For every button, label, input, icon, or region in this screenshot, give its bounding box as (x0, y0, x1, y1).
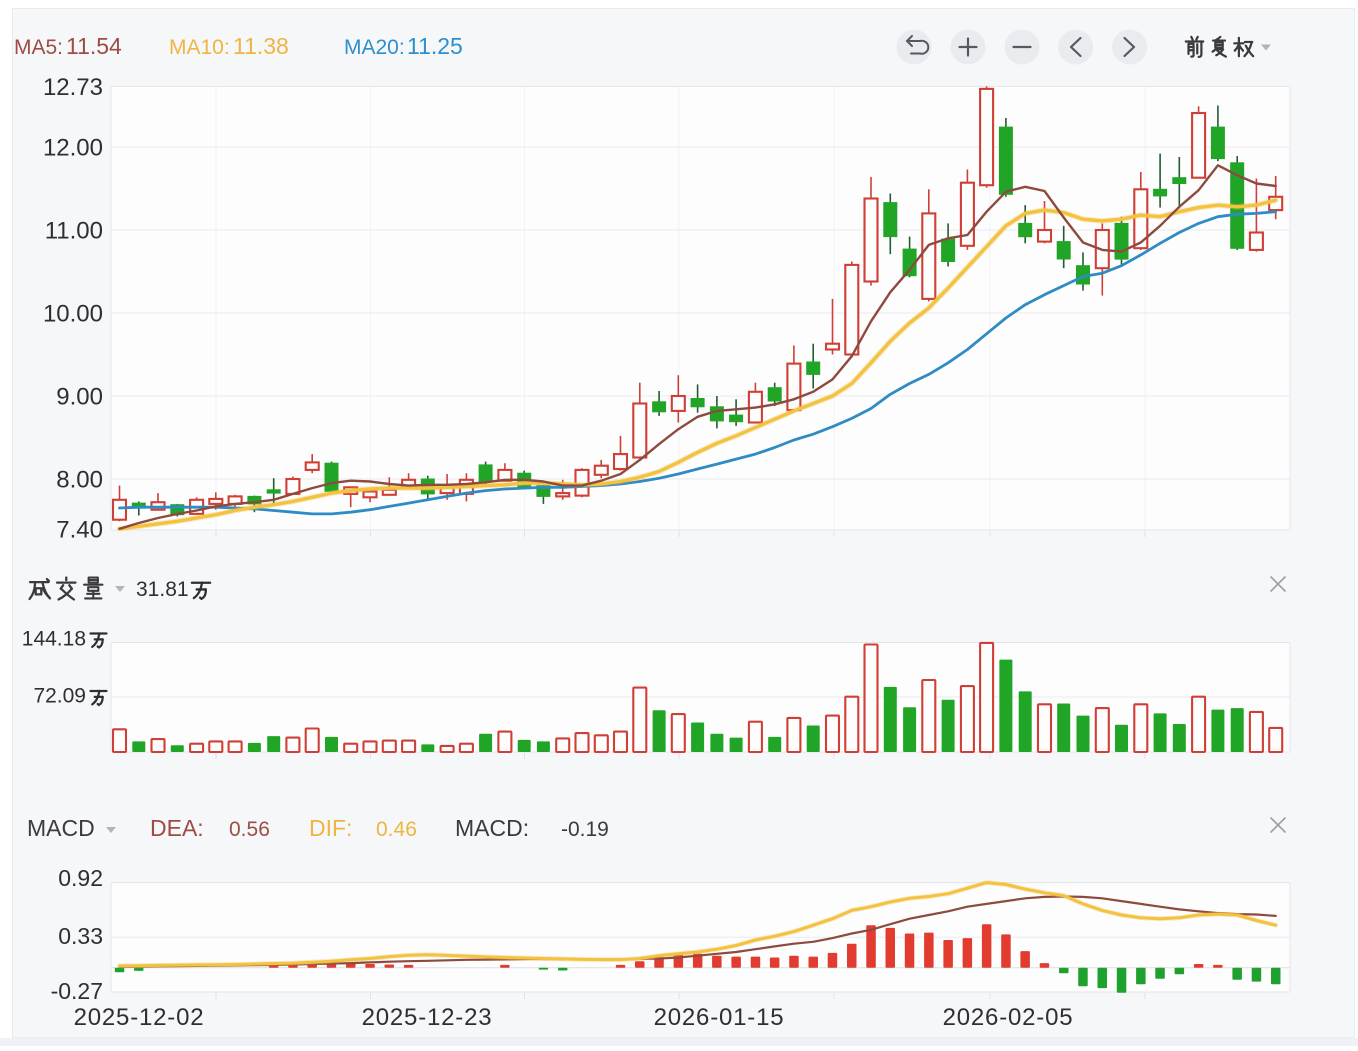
svg-text:9.00: 9.00 (56, 384, 103, 411)
svg-text:31.81: 31.81 (136, 578, 189, 601)
svg-text:10.00: 10.00 (43, 301, 103, 328)
svg-text:12.00: 12.00 (43, 135, 103, 162)
svg-text:-0.19: -0.19 (561, 818, 609, 841)
svg-text:MACD:: MACD: (455, 815, 529, 841)
svg-text:2025-12-23: 2025-12-23 (362, 1004, 493, 1031)
svg-text:8.00: 8.00 (56, 467, 103, 494)
svg-text:11.25: 11.25 (407, 33, 463, 59)
svg-text:72.09: 72.09 (33, 685, 86, 708)
svg-text:MA20:: MA20: (344, 36, 405, 59)
svg-text:0.92: 0.92 (58, 865, 103, 891)
svg-text:DEA:: DEA: (150, 815, 204, 841)
svg-text:11.38: 11.38 (233, 33, 289, 59)
svg-text:MACD: MACD (27, 815, 95, 841)
svg-text:MA10:: MA10: (169, 36, 230, 59)
svg-text:11.00: 11.00 (45, 218, 103, 245)
svg-text:DIF:: DIF: (309, 815, 352, 841)
svg-text:0.46: 0.46 (376, 818, 417, 841)
svg-text:12.73: 12.73 (43, 74, 103, 101)
svg-text:MA5:: MA5: (14, 36, 63, 59)
svg-text:7.40: 7.40 (56, 516, 103, 543)
svg-text:-0.27: -0.27 (51, 978, 103, 1004)
svg-text:0.56: 0.56 (229, 818, 270, 841)
svg-text:11.54: 11.54 (66, 33, 122, 59)
svg-text:2025-12-02: 2025-12-02 (74, 1004, 205, 1031)
svg-text:2026-02-05: 2026-02-05 (943, 1004, 1074, 1031)
svg-text:0.33: 0.33 (58, 923, 103, 949)
svg-text:144.18: 144.18 (22, 628, 86, 651)
svg-text:2026-01-15: 2026-01-15 (654, 1004, 785, 1031)
